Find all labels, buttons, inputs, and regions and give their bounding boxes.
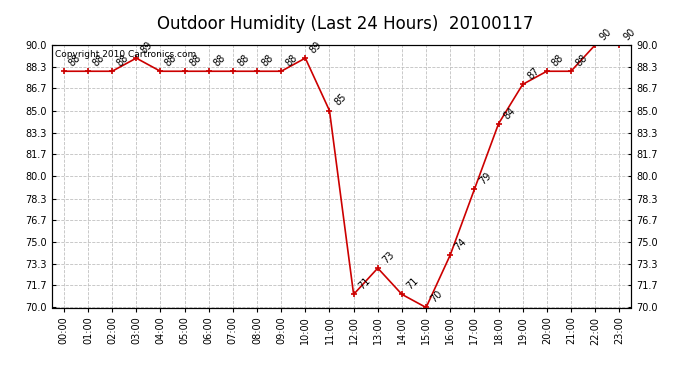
Text: 88: 88 xyxy=(550,53,565,69)
Text: 88: 88 xyxy=(91,53,106,69)
Text: 88: 88 xyxy=(212,53,227,69)
Text: 88: 88 xyxy=(284,53,299,69)
Text: 89: 89 xyxy=(139,40,155,56)
Text: 70: 70 xyxy=(429,289,444,305)
Text: 71: 71 xyxy=(357,276,372,292)
Text: 71: 71 xyxy=(405,276,420,292)
Text: 87: 87 xyxy=(526,66,541,82)
Text: 88: 88 xyxy=(260,53,275,69)
Text: 89: 89 xyxy=(308,40,324,56)
Text: 88: 88 xyxy=(67,53,82,69)
Text: 90: 90 xyxy=(598,27,613,42)
Text: 79: 79 xyxy=(477,171,493,187)
Text: 73: 73 xyxy=(381,249,396,266)
Text: 88: 88 xyxy=(164,53,179,69)
Text: 74: 74 xyxy=(453,236,469,252)
Text: Copyright 2010 Cartronics.com: Copyright 2010 Cartronics.com xyxy=(55,50,196,59)
Text: 88: 88 xyxy=(188,53,203,69)
Text: Outdoor Humidity (Last 24 Hours)  20100117: Outdoor Humidity (Last 24 Hours) 2010011… xyxy=(157,15,533,33)
Text: 85: 85 xyxy=(333,92,348,108)
Text: 90: 90 xyxy=(622,27,638,42)
Text: 88: 88 xyxy=(236,53,251,69)
Text: 88: 88 xyxy=(115,53,130,69)
Text: 84: 84 xyxy=(502,105,517,121)
Text: 88: 88 xyxy=(574,53,589,69)
